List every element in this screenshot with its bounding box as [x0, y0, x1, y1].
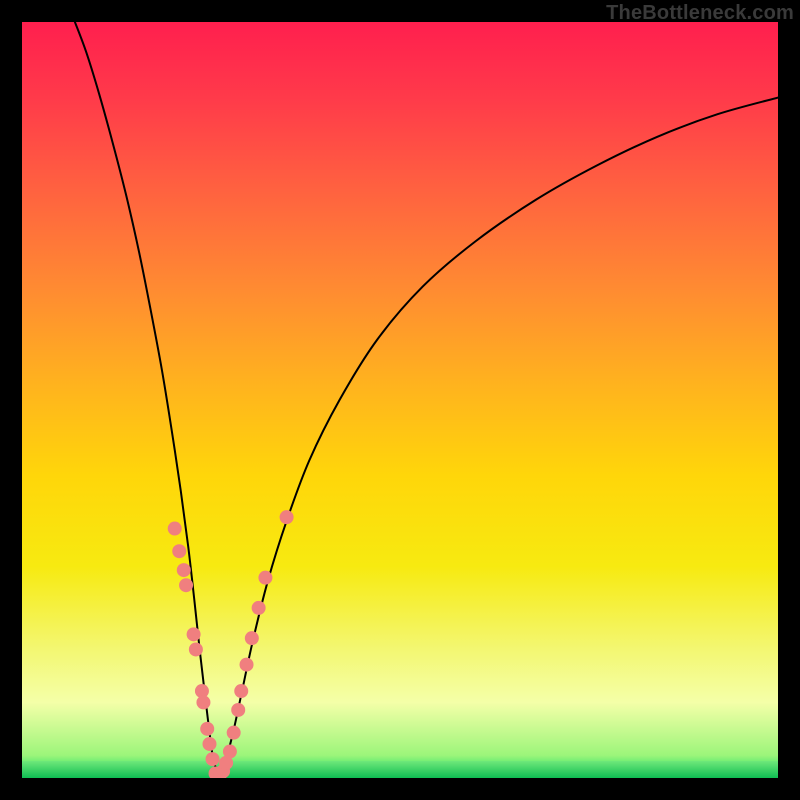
data-point [223, 745, 237, 759]
data-point [168, 522, 182, 536]
data-point [177, 563, 191, 577]
data-point [202, 737, 216, 751]
data-point [231, 703, 245, 717]
data-point [280, 510, 294, 524]
bottleneck-curve [22, 22, 778, 778]
curve-segment [75, 22, 219, 776]
data-point [240, 658, 254, 672]
data-point [258, 571, 272, 585]
data-point [179, 578, 193, 592]
data-point [189, 642, 203, 656]
data-point [234, 684, 248, 698]
data-point [227, 726, 241, 740]
data-point [187, 627, 201, 641]
data-point [245, 631, 259, 645]
plot-area [22, 22, 778, 778]
data-point [206, 752, 220, 766]
data-point [172, 544, 186, 558]
data-point [200, 722, 214, 736]
watermark-text: TheBottleneck.com [606, 2, 794, 25]
chart-frame: TheBottleneck.com [0, 0, 800, 800]
data-point [252, 601, 266, 615]
data-point [196, 695, 210, 709]
curve-segment [219, 98, 778, 776]
